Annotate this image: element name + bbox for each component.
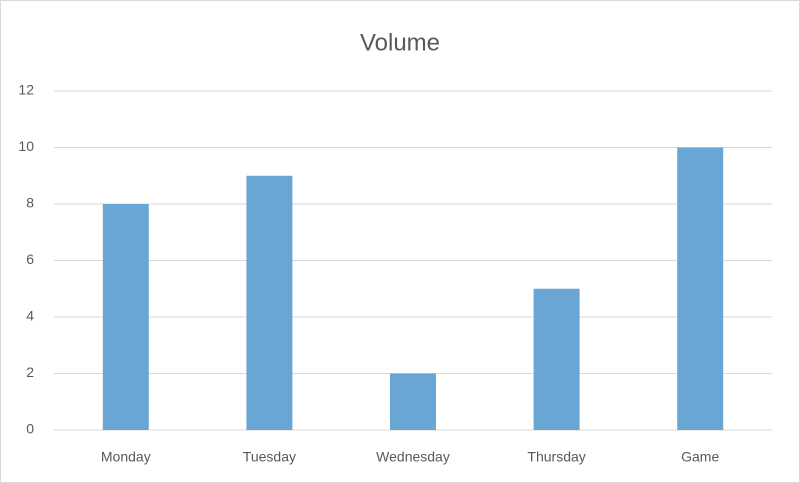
x-tick-label: Thursday [527, 449, 585, 465]
bar [102, 204, 149, 430]
bar [390, 373, 436, 430]
bar [677, 147, 724, 430]
x-tick-label: Monday [101, 449, 151, 465]
y-tick-label: 4 [26, 308, 34, 324]
bar [246, 175, 293, 430]
y-tick-label: 6 [26, 251, 34, 267]
x-tick-label: Game [681, 449, 719, 465]
x-tick-label: Wednesday [376, 449, 450, 465]
y-tick-label: 0 [26, 421, 34, 437]
y-tick-label: 10 [18, 138, 34, 154]
x-tick-label: Tuesday [243, 449, 296, 465]
y-tick-label: 2 [26, 364, 34, 380]
y-tick-label: 8 [26, 195, 34, 211]
bar [533, 288, 580, 430]
chart-title: Volume [360, 29, 440, 56]
y-tick-label: 12 [18, 82, 34, 98]
